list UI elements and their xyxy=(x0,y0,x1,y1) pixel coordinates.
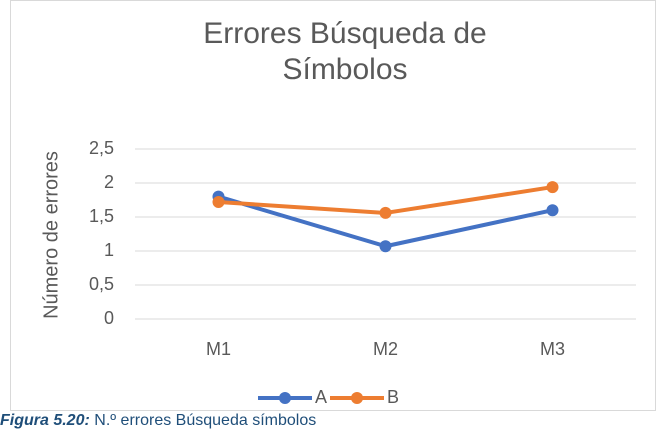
y-axis-label: Número de errores xyxy=(40,151,62,319)
y-tick-label: 2 xyxy=(104,172,114,192)
legend-label: A xyxy=(315,387,327,407)
marker xyxy=(379,240,392,253)
marker xyxy=(546,204,559,217)
y-tick-label: 1 xyxy=(104,240,114,260)
chart-title: Errores Búsqueda de Símbolos xyxy=(203,17,487,86)
x-tick-label: M1 xyxy=(206,339,231,359)
legend-marker xyxy=(351,392,363,404)
y-tick-label: 2,5 xyxy=(89,138,114,158)
y-tick-label: 1,5 xyxy=(89,206,114,226)
x-tick-label: M3 xyxy=(540,339,565,359)
caption-text: N.º errores Búsqueda símbolos xyxy=(94,412,317,429)
marker xyxy=(546,181,559,194)
caption: Figura 5.20: N.º errores Búsqueda símbol… xyxy=(0,412,316,430)
chart-frame xyxy=(10,0,656,411)
caption-label: Figura 5.20: xyxy=(0,412,90,429)
x-tick-label: M2 xyxy=(373,339,398,359)
legend-marker xyxy=(279,392,291,404)
marker xyxy=(379,206,392,219)
y-tick-label: 0 xyxy=(104,308,114,328)
chart: Número de errores 0 0,5 1 1,5 2 2,5 M1 M2 M3 A B xyxy=(10,0,656,411)
y-tick-label: 0,5 xyxy=(89,274,114,294)
marker xyxy=(212,196,225,209)
legend-label: B xyxy=(387,387,399,407)
